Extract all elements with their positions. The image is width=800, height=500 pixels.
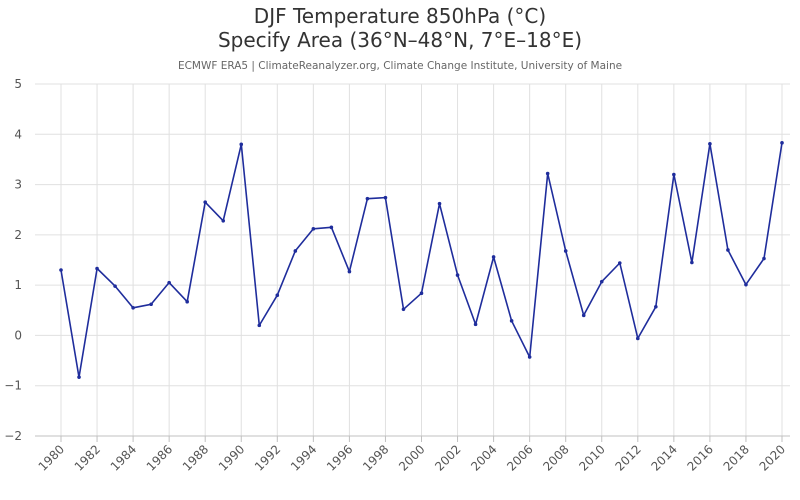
- data-point[interactable]: [690, 260, 694, 265]
- data-point[interactable]: [203, 200, 207, 204]
- y-tick-label: −1: [4, 379, 22, 393]
- data-point[interactable]: [617, 261, 622, 265]
- data-point[interactable]: [131, 305, 135, 310]
- data-point[interactable]: [509, 319, 514, 323]
- x-tick-label: 2016: [685, 442, 716, 473]
- x-tick-label: 2000: [396, 442, 427, 473]
- data-point[interactable]: [275, 293, 280, 298]
- x-tick-label: 1986: [144, 442, 175, 473]
- x-tick-label: 1990: [216, 442, 247, 473]
- data-point[interactable]: [545, 171, 550, 176]
- x-tick-label: 1998: [360, 442, 391, 473]
- data-point[interactable]: [77, 375, 81, 379]
- chart-credit: ECMWF ERA5 | ClimateReanalyzer.org, Clim…: [177, 60, 623, 72]
- x-tick-label: 2010: [576, 442, 607, 473]
- data-point[interactable]: [563, 249, 568, 253]
- data-point[interactable]: [726, 248, 730, 252]
- data-point[interactable]: [672, 172, 676, 177]
- x-axis: 1980 1982 1984 1986 1988 1990 1992 1994 1996 1998…: [35, 435, 790, 474]
- y-tick-label: −2: [4, 429, 22, 443]
- data-point[interactable]: [419, 291, 424, 295]
- data-point[interactable]: [257, 323, 262, 328]
- x-tick-label: 2002: [432, 442, 463, 473]
- chart-subtitle: Specify Area (36°N–48°N, 7°E–18°E): [217, 28, 583, 52]
- y-tick-label: 5: [14, 77, 22, 91]
- data-point[interactable]: [437, 201, 442, 206]
- data-point[interactable]: [708, 142, 712, 146]
- x-tick-label: 1992: [252, 442, 283, 473]
- data-point[interactable]: [347, 269, 352, 274]
- series-group: [59, 141, 784, 379]
- data-point[interactable]: [599, 279, 604, 284]
- x-tick-label: 2006: [504, 442, 535, 473]
- x-tick-label: 2018: [721, 442, 752, 473]
- data-point[interactable]: [293, 249, 298, 253]
- data-point[interactable]: [762, 256, 766, 261]
- data-point[interactable]: [401, 307, 406, 312]
- data-point[interactable]: [185, 299, 189, 304]
- data-point[interactable]: [473, 322, 478, 327]
- data-point[interactable]: [95, 266, 99, 271]
- data-point[interactable]: [167, 280, 171, 285]
- y-tick-label: 2: [14, 228, 22, 242]
- gridlines: [35, 83, 790, 437]
- data-point[interactable]: [311, 227, 316, 231]
- x-tick-label: 2004: [468, 442, 499, 473]
- data-point[interactable]: [149, 302, 153, 307]
- data-point[interactable]: [780, 141, 784, 145]
- y-axis: −2 −1 0 1 2 3 4 5: [4, 77, 22, 443]
- data-point[interactable]: [744, 282, 748, 287]
- data-point[interactable]: [383, 195, 388, 200]
- data-point[interactable]: [329, 225, 334, 230]
- y-tick-label: 0: [14, 328, 22, 342]
- x-tick-label: 2008: [540, 442, 571, 473]
- x-tick-label: 2020: [757, 442, 788, 473]
- x-tick-label: 2012: [612, 442, 643, 473]
- y-tick-label: 3: [14, 178, 22, 192]
- data-point[interactable]: [491, 255, 496, 259]
- x-tick-label: 1988: [180, 442, 211, 473]
- x-tick-label: 1982: [72, 442, 103, 473]
- x-tick-label: 2014: [648, 442, 679, 473]
- data-point[interactable]: [239, 142, 244, 147]
- x-tick-label: 1996: [324, 442, 355, 473]
- x-tick-label: 1984: [108, 442, 139, 473]
- y-tick-label: 1: [14, 278, 22, 292]
- data-point[interactable]: [221, 218, 226, 223]
- data-point[interactable]: [455, 273, 460, 277]
- x-tick-label: 1980: [36, 442, 67, 473]
- chart-title: DJF Temperature 850hPa (°C): [253, 4, 547, 28]
- y-tick-label: 4: [14, 127, 22, 141]
- data-point[interactable]: [581, 313, 586, 318]
- data-point[interactable]: [113, 284, 117, 288]
- x-tick-label: 1994: [288, 442, 319, 473]
- data-point[interactable]: [365, 196, 370, 201]
- data-point[interactable]: [59, 268, 63, 272]
- data-point[interactable]: [636, 336, 640, 341]
- data-point[interactable]: [527, 355, 532, 359]
- data-point[interactable]: [654, 304, 658, 309]
